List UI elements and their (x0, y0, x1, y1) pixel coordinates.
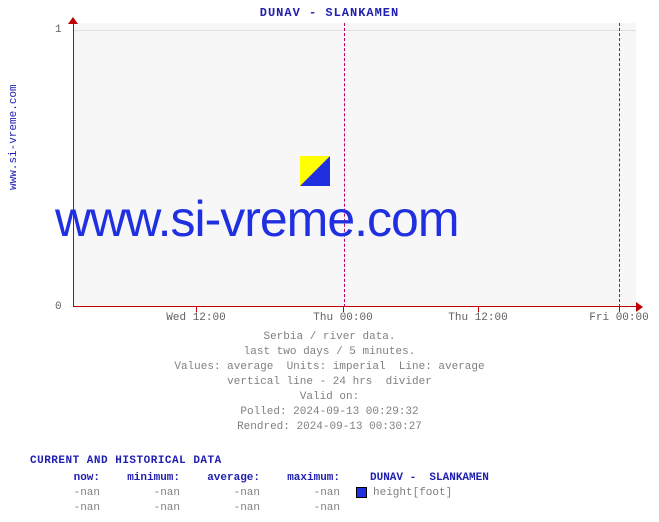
caption-line: Rendred: 2024-09-13 00:30:27 (0, 420, 659, 435)
cell-min: -nan (100, 502, 180, 514)
day-divider-1 (344, 23, 345, 307)
cell-max: -nan (260, 487, 340, 499)
cell-max: -nan (260, 502, 340, 514)
hdr-series: DUNAV - SLANKAMEN (370, 472, 489, 484)
legend-label: height[foot] (373, 487, 452, 499)
cell-now: -nan (30, 502, 100, 514)
caption-line: Valid on: (0, 390, 659, 405)
y-axis-arrow-icon (68, 17, 78, 24)
site-vertical-label: www.si-vreme.com (8, 84, 20, 190)
x-axis-arrow-icon (636, 302, 643, 312)
gridline-y1 (74, 30, 636, 31)
hdr-avg: average: (180, 472, 260, 484)
footer-title: CURRENT AND HISTORICAL DATA (30, 455, 222, 467)
caption-line: Serbia / river data. (0, 330, 659, 345)
cell-min: -nan (100, 487, 180, 499)
caption-line: vertical line - 24 hrs divider (0, 375, 659, 390)
caption-line: Values: average Units: imperial Line: av… (0, 360, 659, 375)
chart-caption: Serbia / river data. last two days / 5 m… (0, 330, 659, 435)
hdr-max: maximum: (260, 472, 340, 484)
hdr-now: now: (30, 472, 100, 484)
watermark-text: www.si-vreme.com (55, 190, 458, 248)
data-table: now: minimum: average: maximum: DUNAV - … (30, 470, 489, 515)
day-divider-2 (619, 23, 620, 307)
xtick-1: Thu 00:00 (313, 312, 372, 324)
cell-avg: -nan (180, 502, 260, 514)
hdr-min: minimum: (100, 472, 180, 484)
xtick-0: Wed 12:00 (166, 312, 225, 324)
legend-swatch-icon (356, 487, 367, 498)
caption-line: Polled: 2024-09-13 00:29:32 (0, 405, 659, 420)
table-row: -nan -nan -nan -nan height[foot] (30, 485, 489, 500)
cell-avg: -nan (180, 487, 260, 499)
chart-title: DUNAV - SLANKAMEN (0, 6, 659, 20)
ytick-1: 1 (55, 24, 62, 36)
plot-area (73, 23, 636, 307)
xtick-3: Fri 00:00 (589, 312, 648, 324)
xtick-2: Thu 12:00 (448, 312, 507, 324)
cell-now: -nan (30, 487, 100, 499)
watermark-logo-icon (300, 156, 330, 186)
table-header-row: now: minimum: average: maximum: DUNAV - … (30, 470, 489, 485)
ytick-0: 0 (55, 301, 62, 313)
caption-line: last two days / 5 minutes. (0, 345, 659, 360)
table-row: -nan -nan -nan -nan (30, 500, 489, 515)
